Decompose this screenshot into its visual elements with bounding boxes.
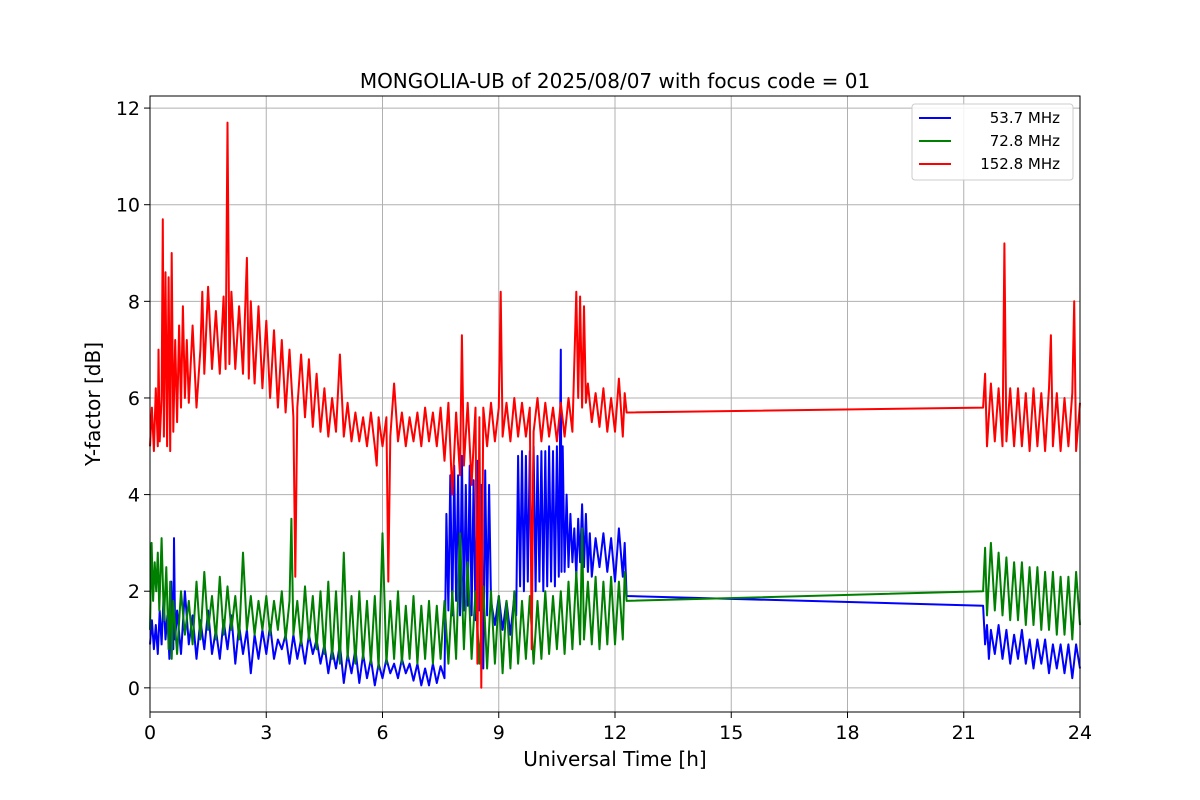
series-layer	[149, 121, 1081, 689]
x-tick-label: 15	[719, 722, 743, 744]
legend-label: 72.8 MHz	[990, 132, 1060, 150]
y-tick-label: 2	[128, 581, 140, 603]
series-line-3	[149, 121, 1081, 689]
y-tick-label: 12	[116, 98, 140, 120]
x-axis-label: Universal Time [h]	[523, 747, 706, 771]
y-tick-label: 6	[128, 388, 140, 410]
x-tick-label: 3	[260, 722, 272, 744]
x-tick-label: 24	[1068, 722, 1092, 744]
y-tick-label: 0	[128, 678, 140, 700]
y-axis-label: Y-factor [dB]	[81, 342, 105, 467]
legend-label: 152.8 MHz	[980, 155, 1060, 173]
y-tick-label: 8	[128, 291, 140, 313]
series-line-2	[149, 517, 1081, 675]
y-tick-label: 10	[116, 195, 140, 217]
series-line-1	[149, 348, 1081, 687]
legend-label: 53.7 MHz	[990, 109, 1060, 127]
x-tick-label: 12	[603, 722, 627, 744]
legend-box	[911, 103, 1074, 181]
legend: 53.7 MHz 72.8 MHz 152.8 MHz	[911, 103, 1074, 181]
x-tick-label: 21	[952, 722, 976, 744]
x-tick-label: 0	[144, 722, 156, 744]
y-tick-label: 4	[128, 485, 140, 507]
x-tick-label: 18	[835, 722, 859, 744]
x-tick-label: 9	[493, 722, 505, 744]
x-tick-label: 6	[376, 722, 388, 744]
chart-title: MONGOLIA-UB of 2025/08/07 with focus cod…	[360, 69, 870, 93]
